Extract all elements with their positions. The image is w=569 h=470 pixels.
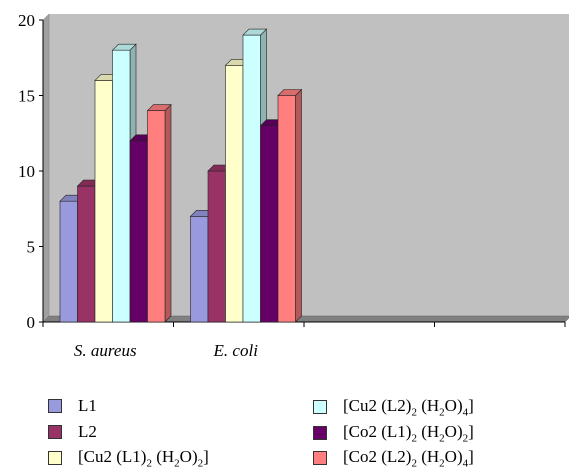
bar [94,80,113,323]
legend-item-cu-l2: [Cu2 (L2)2 (H2O)4] [313,396,474,418]
legend-swatch [313,400,327,415]
legend-label: L1 [78,396,97,415]
bar [260,125,279,323]
legend-label: [Co2 (L2)2 (H2O)4] [343,447,474,470]
bar-side [295,88,302,323]
legend-label: [Cu2 (L2)2 (H2O)4] [343,396,474,419]
legend-item-co-l2: [Co2 (L2)2 (H2O)4] [313,447,474,469]
bar-side [164,103,172,323]
bar [112,49,131,323]
legend-item-l2: L2 [48,422,97,442]
bar-chart: 0 5 10 15 20 S. aureus E. coli [18,11,569,360]
legend-item-l1: L1 [48,396,97,416]
legend-swatch [313,451,327,466]
bar [277,95,296,323]
legend-item-co-l1: [Co2 (L1)2 (H2O)2] [313,422,474,444]
bar [207,170,226,323]
bar [147,110,166,323]
bar [59,200,78,323]
bar [77,185,96,323]
y-tick-label: 20 [18,11,35,30]
y-tick-label: 10 [18,162,35,181]
bar-top [146,104,172,111]
legend-swatch [313,426,327,441]
legend-label: [Cu2 (L1)2 (H2O)2] [78,447,209,470]
legend-swatch [48,425,62,439]
legend-item-cu-l1: [Cu2 (L1)2 (H2O)2] [48,447,209,469]
bar-top [277,89,303,96]
bar [129,140,148,323]
bar-top [242,28,268,36]
legend-swatch [48,451,62,466]
x-tick-label: S. aureus [74,341,137,360]
legend-swatch [48,399,62,413]
y-tick-label: 5 [27,238,36,257]
bar [242,34,261,323]
y-tick-label: 0 [27,313,36,332]
legend-label: [Co2 (L1)2 (H2O)2] [343,422,474,445]
bar [190,216,209,323]
y-tick-label: 15 [18,87,35,106]
bar [225,65,244,323]
bar-top [111,43,137,51]
legend-label: L2 [78,422,97,441]
x-tick-label: E. coli [213,341,259,360]
plot-side-wall [42,13,50,323]
